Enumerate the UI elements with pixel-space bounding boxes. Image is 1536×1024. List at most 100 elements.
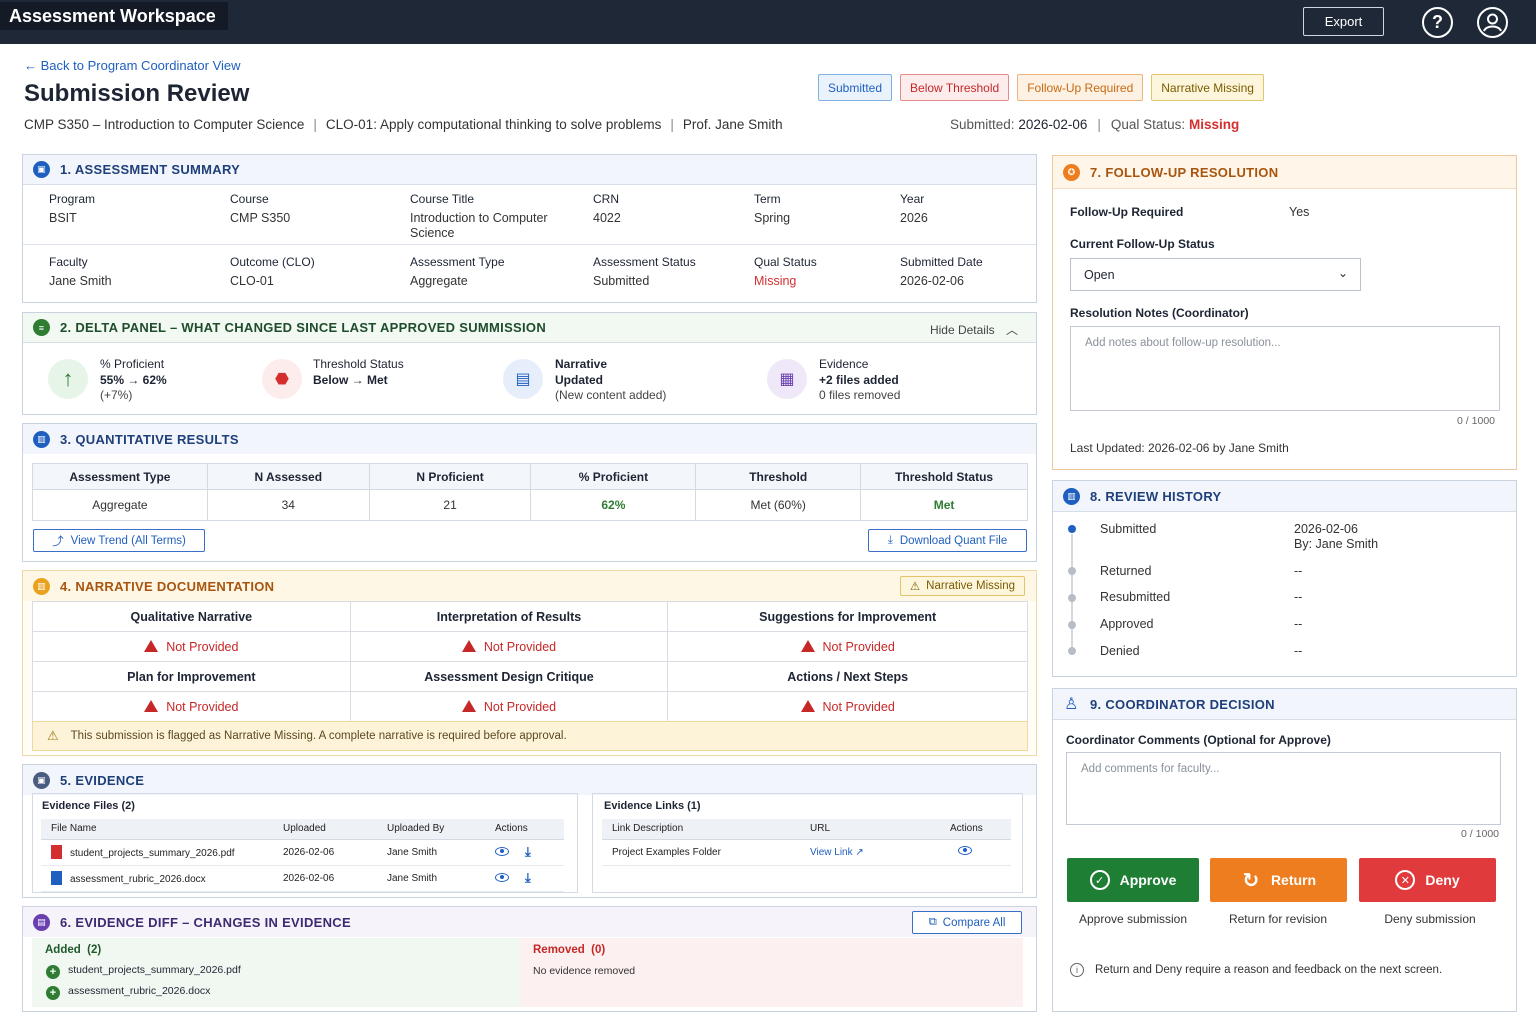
page-subtitle: CMP S350 – Introduction to Computer Scie… xyxy=(24,117,783,132)
follow-up-status-select[interactable]: Open ⌄ xyxy=(1070,258,1361,291)
compare-all-button[interactable]: ⧉ Compare All xyxy=(912,911,1022,934)
alert-icon xyxy=(461,639,476,652)
history-dot xyxy=(1068,647,1076,655)
view-link[interactable]: View Link ↗ xyxy=(800,839,940,866)
download-icon[interactable]: ⤓ xyxy=(525,870,531,885)
table-row: Aggregate 34 21 62% Met (60%) Met xyxy=(32,489,1028,521)
external-link-icon: ↗ xyxy=(855,846,864,858)
user-icon: ♙ xyxy=(1064,696,1079,713)
badge-below-threshold: Below Threshold xyxy=(900,74,1010,101)
chart-icon: ▥ xyxy=(33,430,50,448)
diff-icon: ▤ xyxy=(33,913,50,931)
export-button[interactable]: Export xyxy=(1303,7,1384,36)
lock-icon: ▣ xyxy=(33,161,50,178)
submission-meta: Submitted: 2026-02-06 | Qual Status: Missi… xyxy=(950,117,1240,132)
download-quant-button[interactable]: ⤓ Download Quant File xyxy=(868,529,1027,552)
table-row: student_projects_summary_2026.pdf 2026-0… xyxy=(41,839,564,866)
docx-file-icon xyxy=(51,871,62,885)
alert-icon xyxy=(461,699,476,712)
history-dot xyxy=(1068,567,1076,575)
top-bar: Assessment Workspace Export ? xyxy=(0,0,1536,44)
file-icon: ▦ xyxy=(767,359,807,399)
view-icon[interactable] xyxy=(958,846,972,855)
alert-icon xyxy=(800,699,815,712)
list-item: + assessment_rubric_2026.docx xyxy=(46,985,210,1000)
download-icon: ⤓ xyxy=(887,534,893,546)
last-updated: Last Updated: 2026-02-06 by Jane Smith xyxy=(1070,441,1289,455)
assessment-summary-panel: ▣ 1. ASSESSMENT SUMMARY Program BSIT Cour… xyxy=(22,154,1037,303)
delta-panel: ≡ 2. DELTA PANEL – WHAT CHANGED SINCE LAS… xyxy=(22,312,1037,415)
notes-counter: 0 / 1000 xyxy=(1457,415,1495,427)
evidence-diff-panel: ▤ 6. EVIDENCE DIFF – CHANGES IN EVIDENCE … xyxy=(22,906,1037,1012)
help-icon[interactable]: ? xyxy=(1422,7,1453,38)
award-icon: ✪ xyxy=(1063,163,1080,181)
view-icon[interactable] xyxy=(495,873,509,882)
status-badges: Submitted Below Threshold Follow-Up Requ… xyxy=(818,74,1264,101)
narrative-icon: ▥ xyxy=(33,577,50,595)
alert-icon xyxy=(144,639,159,652)
trend-icon: ⤴ xyxy=(52,535,64,548)
alert-icon xyxy=(800,639,815,652)
badge-follow-up: Follow-Up Required xyxy=(1017,74,1144,101)
history-dot-active xyxy=(1068,525,1076,533)
badge-submitted: Submitted xyxy=(818,74,893,101)
folder-icon: ▣ xyxy=(33,771,50,789)
quant-table: Assessment Type N Assessed N Proficient … xyxy=(32,463,1028,521)
compare-icon: ⧉ xyxy=(928,916,937,928)
alert-icon xyxy=(144,699,159,712)
badge-narrative-missing: Narrative Missing xyxy=(1151,74,1264,101)
history-dot xyxy=(1068,594,1076,602)
removed-box: Removed (0) No evidence removed xyxy=(520,938,1023,1007)
narrative-panel: ▥ 4. NARRATIVE DOCUMENTATION ⚠ Narrative M… xyxy=(22,570,1037,756)
threshold-icon: ⬣ xyxy=(262,359,302,399)
history-icon: ▥ xyxy=(1063,487,1080,505)
added-box: Added (2) + student_projects_summary_2026… xyxy=(32,938,520,1007)
narrative-table: Qualitative Narrative Interpretation of … xyxy=(32,601,1028,722)
compare-icon: ≡ xyxy=(33,319,50,336)
review-history-panel: ▥ 8. REVIEW HISTORY xyxy=(1052,480,1517,677)
user-account-icon[interactable] xyxy=(1477,7,1508,38)
coordinator-comments-input[interactable]: Add comments for faculty... xyxy=(1066,752,1501,825)
history-dot xyxy=(1068,621,1076,629)
deny-button[interactable]: ✕ Deny xyxy=(1359,858,1496,902)
comments-counter: 0 / 1000 xyxy=(1461,828,1499,840)
decision-note: i Return and Deny require a reason and fe… xyxy=(1070,963,1442,977)
evidence-files-table: File Name Uploaded Uploaded By Actions s… xyxy=(41,819,564,892)
warning-icon: ⚠ xyxy=(909,581,921,593)
warning-icon: ⚠ xyxy=(47,728,59,743)
app-title: Assessment Workspace xyxy=(0,2,228,30)
pdf-file-icon xyxy=(51,845,62,859)
clo-name: CLO-01: Apply computational thinking to … xyxy=(325,117,662,132)
evidence-links-box: Evidence Links (1) Link Description URL … xyxy=(592,793,1023,893)
coordinator-decision-panel: ♙ 9. COORDINATOR DECISION Coordinator Com… xyxy=(1052,688,1517,1012)
approve-button[interactable]: ✓ Approve xyxy=(1067,858,1199,902)
narrative-warning: ⚠ This submission is flagged as Narrative… xyxy=(32,721,1028,751)
return-button[interactable]: ↻ Return xyxy=(1210,858,1347,902)
view-trend-button[interactable]: ⤴ View Trend (All Terms) xyxy=(33,529,205,552)
hide-details-toggle[interactable]: Hide Details ︿ xyxy=(929,323,1018,337)
document-icon: ▤ xyxy=(503,359,543,399)
arrow-up-icon: ↑ xyxy=(48,359,88,399)
evidence-panel: ▣ 5. EVIDENCE Evidence Files (2) File Nam… xyxy=(22,764,1037,898)
chevron-up-icon: ︿ xyxy=(1005,323,1018,337)
faculty-name: Prof. Jane Smith xyxy=(682,117,783,132)
back-link[interactable]: ← Back to Program Coordinator View xyxy=(24,58,241,73)
qual-status-value: Missing xyxy=(754,274,797,288)
list-item: + student_projects_summary_2026.pdf xyxy=(46,964,241,979)
info-icon: i xyxy=(1070,963,1084,977)
page-title: Submission Review xyxy=(24,80,250,107)
evidence-links-table: Link Description URL Actions Project Exa… xyxy=(602,819,1011,866)
table-row: Project Examples Folder View Link ↗ xyxy=(602,839,1011,866)
quantitative-results-panel: ▥ 3. QUANTITATIVE RESULTS Assessment Type… xyxy=(22,423,1037,562)
narrative-missing-badge: ⚠ Narrative Missing xyxy=(899,576,1025,596)
plus-icon: + xyxy=(46,986,60,1000)
view-icon[interactable] xyxy=(495,847,509,856)
resolution-notes-input[interactable]: Add notes about follow-up resolution... xyxy=(1070,326,1500,411)
plus-icon: + xyxy=(46,965,60,979)
check-circle-icon: ✓ xyxy=(1089,870,1110,890)
return-icon: ↻ xyxy=(1242,869,1260,892)
download-icon[interactable]: ⤓ xyxy=(525,844,531,859)
arrow-left-icon: ← xyxy=(24,58,41,73)
x-circle-icon: ✕ xyxy=(1395,870,1416,890)
table-row: assessment_rubric_2026.docx 2026-02-06 J… xyxy=(41,865,564,892)
